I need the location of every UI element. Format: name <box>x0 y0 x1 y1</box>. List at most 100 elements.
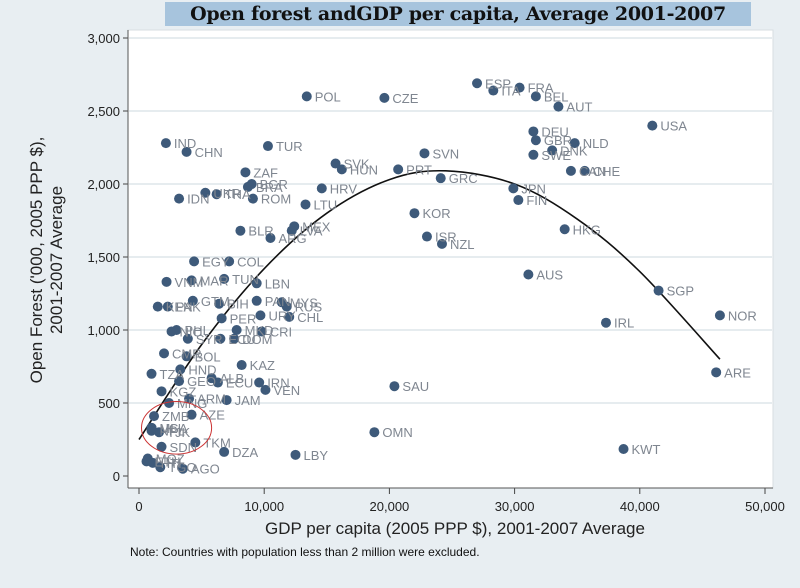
point-label: NIC <box>180 324 202 339</box>
point-label: KOR <box>422 206 450 221</box>
data-point <box>152 301 163 312</box>
data-point <box>513 195 524 206</box>
point-label: TZA <box>160 367 185 382</box>
point-label: SWE <box>541 148 571 163</box>
data-point <box>224 256 235 267</box>
point-label: RUS <box>295 300 323 315</box>
point-label: VNM <box>175 275 204 290</box>
data-point <box>146 368 157 379</box>
point-label: OMN <box>382 425 412 440</box>
point-label: SVN <box>432 146 459 161</box>
data-point <box>159 348 170 359</box>
point-label: NLD <box>583 136 609 151</box>
data-point <box>154 427 165 438</box>
point-label: UGA <box>160 421 189 436</box>
point-label: BLR <box>248 224 273 239</box>
data-point <box>242 181 253 192</box>
point-label: AUT <box>566 100 592 115</box>
point-label: DNK <box>560 143 588 158</box>
data-point <box>508 183 519 194</box>
point-label: SAU <box>402 379 429 394</box>
point-label: MYS <box>290 295 319 310</box>
point-label: ZMB <box>162 409 189 424</box>
point-label: SYR <box>196 332 223 347</box>
point-label: ALB <box>220 371 245 386</box>
x-tick-label: 40,000 <box>620 499 660 514</box>
point-label: HRV <box>330 181 358 196</box>
point-label: TKM <box>203 435 230 450</box>
data-point <box>186 275 197 286</box>
data-point <box>256 326 267 337</box>
data-point <box>161 276 172 287</box>
data-point <box>212 377 223 388</box>
point-label: LVA <box>300 224 323 239</box>
data-point <box>251 295 262 306</box>
point-label: TUR <box>276 139 303 154</box>
point-label: IRL <box>614 316 634 331</box>
point-label: KWT <box>632 442 661 457</box>
point-label: CHL <box>297 310 323 325</box>
data-point <box>553 101 564 112</box>
point-label: NZL <box>450 237 475 252</box>
point-label: BRA <box>256 180 283 195</box>
point-label: KGZ <box>170 384 197 399</box>
data-point <box>419 148 430 159</box>
data-point <box>559 224 570 235</box>
point-label: ESP <box>485 76 511 91</box>
data-point <box>618 443 629 454</box>
point-label: KEN <box>166 300 193 315</box>
data-point <box>300 199 311 210</box>
point-label: HUN <box>350 162 378 177</box>
point-label: ITA <box>501 84 521 99</box>
point-label: IND <box>174 136 196 151</box>
data-point <box>647 120 658 131</box>
data-point <box>514 82 525 93</box>
data-point <box>284 311 295 322</box>
data-point <box>569 138 580 149</box>
data-point <box>189 256 200 267</box>
data-point <box>216 313 227 324</box>
data-point <box>565 165 576 176</box>
point-label: MNG <box>177 396 207 411</box>
y-tick-label: 2,000 <box>87 177 120 192</box>
data-point <box>156 386 167 397</box>
data-point <box>231 325 242 335</box>
data-point <box>251 278 262 289</box>
data-point <box>174 193 185 204</box>
point-label: ROM <box>261 192 291 207</box>
data-point <box>215 333 226 344</box>
highlight-ellipse <box>141 401 213 455</box>
x-tick-label: 10,000 <box>244 499 284 514</box>
data-point <box>528 126 539 137</box>
data-point <box>190 437 201 448</box>
data-point <box>181 146 192 157</box>
data-point <box>472 78 483 89</box>
point-label: PHL <box>185 323 210 338</box>
data-points <box>141 78 725 474</box>
point-label: ZAF <box>253 165 278 180</box>
x-axis-title: GDP per capita (2005 PPP $), 2001-2007 A… <box>265 519 645 538</box>
chart-title: Open forest andGDP per capita, Average 2… <box>165 2 751 26</box>
data-point <box>260 384 271 395</box>
axes: 0 500 1,000 1,500 2,000 2,500 3,000 0 10,000 20,0… <box>87 30 785 514</box>
point-label: PRT <box>406 162 432 177</box>
point-label: POL <box>315 89 341 104</box>
data-point <box>177 463 188 474</box>
point-label: BGR <box>260 177 288 192</box>
data-point <box>369 427 380 438</box>
point-label: CRI <box>270 324 292 339</box>
x-tick-label: 0 <box>135 499 142 514</box>
point-label: LBN <box>265 276 290 291</box>
point-label: VEN <box>273 383 300 398</box>
data-point <box>600 317 611 328</box>
point-label: FIN <box>526 193 547 208</box>
y-tick-label: 1,000 <box>87 323 120 338</box>
point-label: ARG <box>278 231 306 246</box>
point-label: KAZ <box>250 358 275 373</box>
point-label: USA <box>660 119 687 134</box>
point-label: LBY <box>304 448 329 463</box>
data-point <box>181 351 192 362</box>
data-point <box>164 398 175 408</box>
